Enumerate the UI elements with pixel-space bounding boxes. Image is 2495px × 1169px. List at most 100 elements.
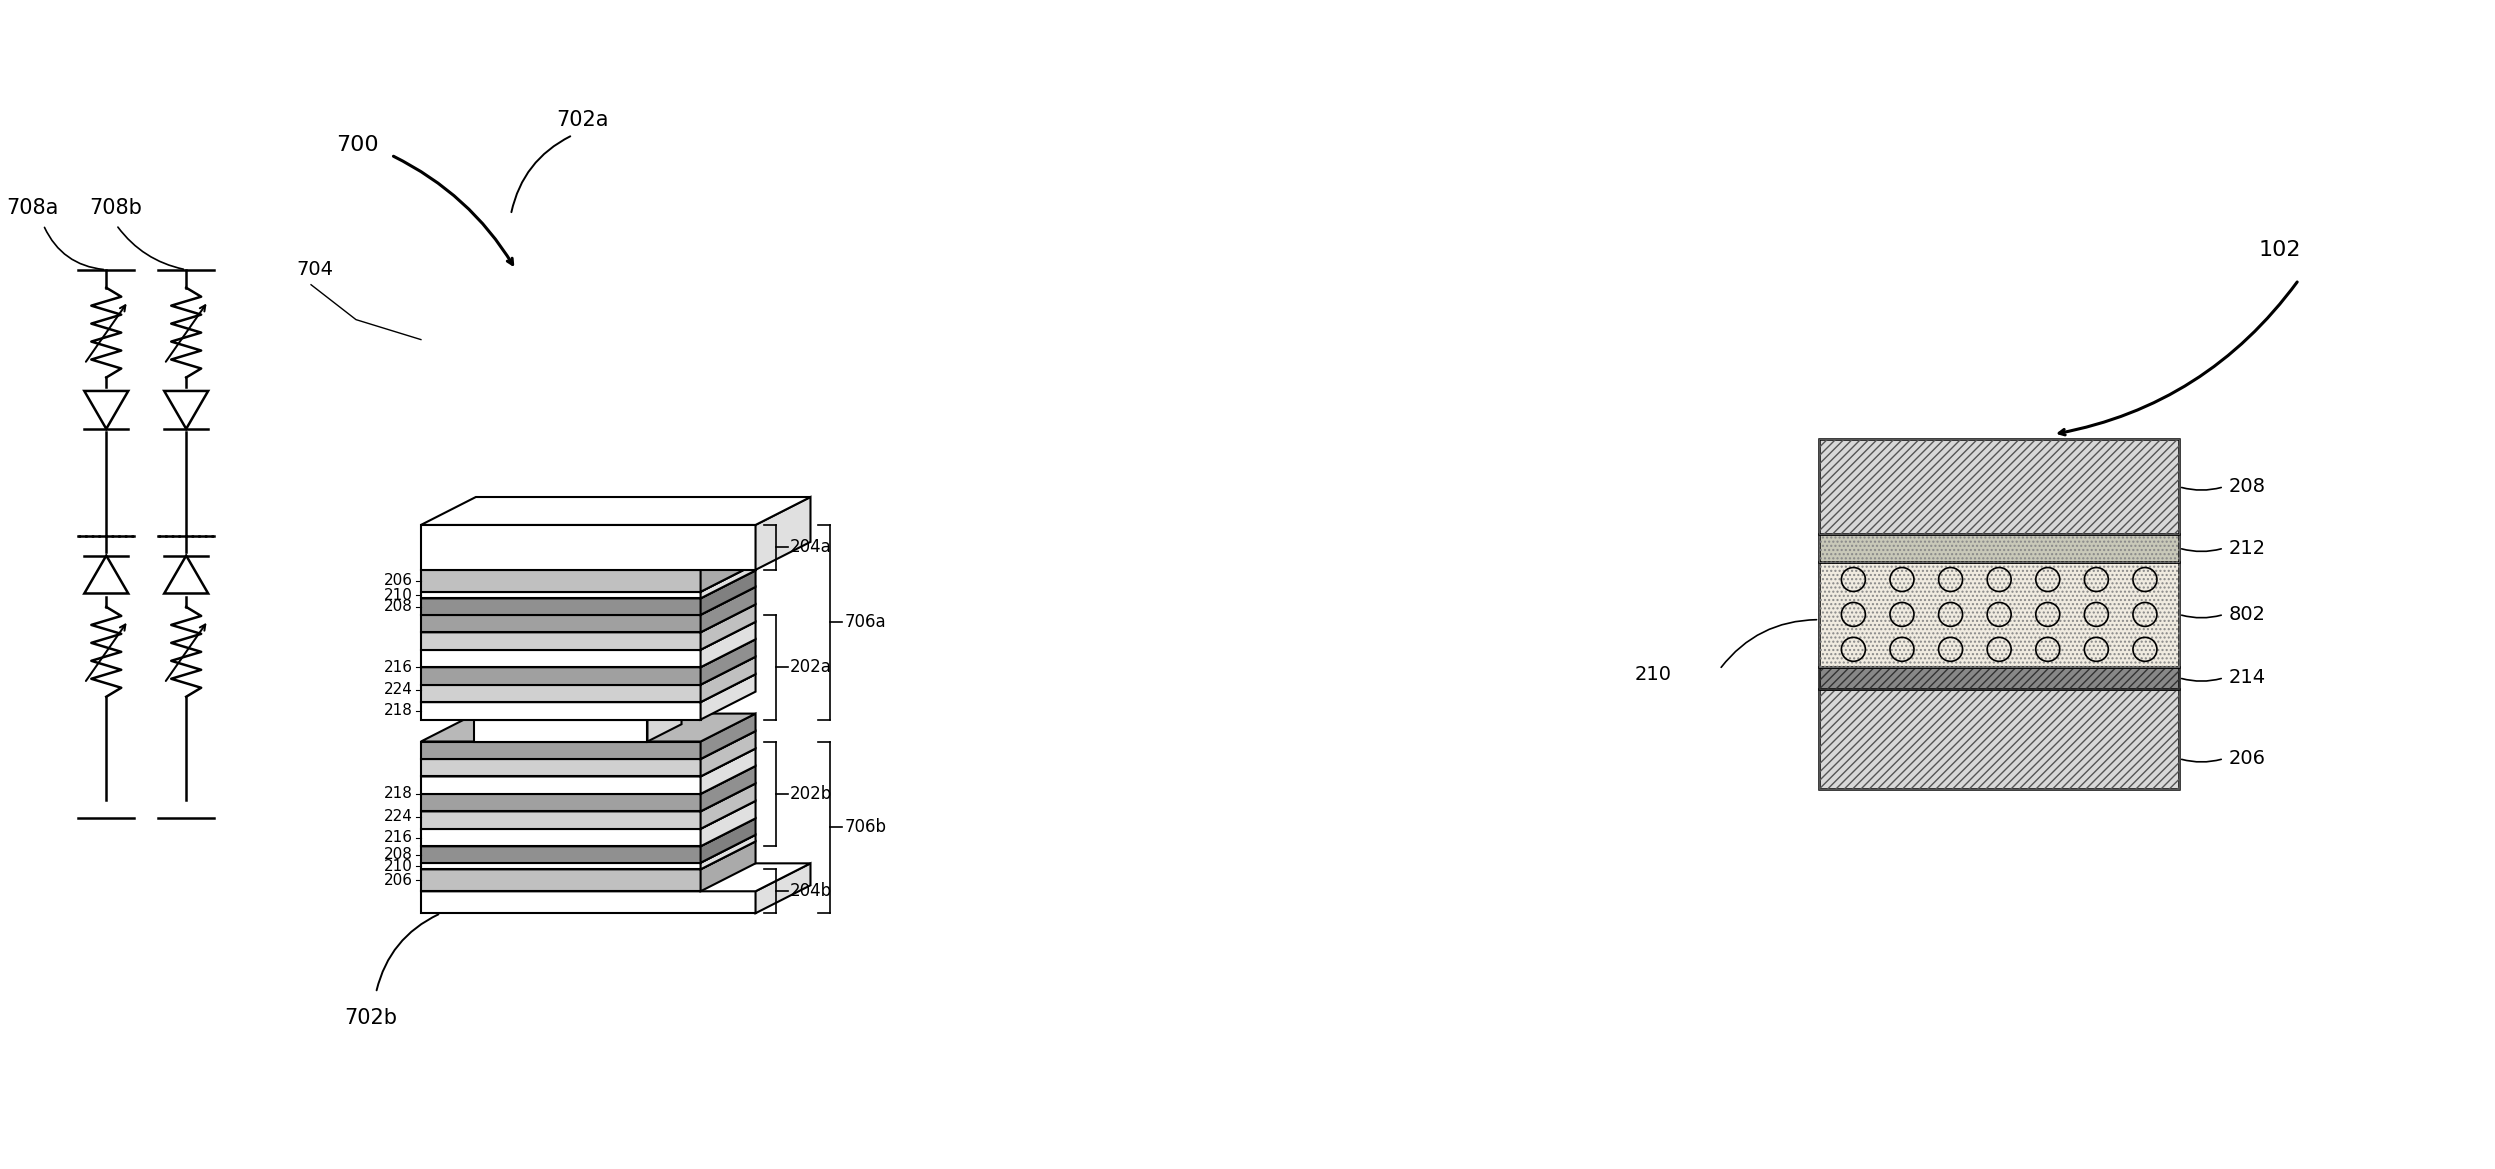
Text: 208: 208	[2228, 477, 2265, 496]
Bar	[422, 891, 756, 913]
Polygon shape	[701, 622, 756, 667]
Bar	[422, 759, 701, 776]
Text: 210: 210	[384, 588, 414, 602]
Polygon shape	[756, 864, 811, 913]
Bar	[1819, 689, 2178, 789]
Bar	[422, 685, 701, 703]
Text: 202b: 202b	[788, 784, 831, 803]
Polygon shape	[422, 587, 756, 615]
Polygon shape	[422, 835, 756, 863]
Bar	[422, 846, 701, 863]
Bar	[422, 569, 701, 592]
Polygon shape	[701, 713, 756, 759]
Text: 102: 102	[2258, 240, 2300, 260]
Bar	[1819, 562, 2178, 666]
Text: 704: 704	[297, 261, 332, 279]
Text: 204b: 204b	[788, 883, 831, 900]
Text: 206: 206	[384, 573, 414, 588]
Text: 210: 210	[384, 858, 414, 873]
Polygon shape	[701, 731, 756, 776]
Polygon shape	[701, 542, 756, 592]
Text: 708a: 708a	[7, 198, 60, 217]
Bar	[422, 863, 701, 870]
Bar	[1819, 666, 2178, 689]
Text: 216: 216	[384, 830, 414, 845]
Polygon shape	[756, 497, 811, 569]
Bar	[422, 811, 701, 829]
Polygon shape	[701, 835, 756, 870]
Bar	[422, 525, 756, 569]
Polygon shape	[422, 748, 756, 776]
Polygon shape	[701, 748, 756, 794]
Bar	[422, 741, 701, 759]
Bar	[422, 703, 701, 720]
Bar	[1819, 534, 2178, 562]
Polygon shape	[701, 801, 756, 846]
Text: 202a: 202a	[788, 658, 831, 676]
Text: 204a: 204a	[788, 539, 831, 556]
Bar	[422, 615, 701, 632]
Polygon shape	[422, 657, 756, 685]
Polygon shape	[701, 842, 756, 891]
Bar	[1819, 666, 2178, 689]
Polygon shape	[701, 639, 756, 685]
Text: 216: 216	[384, 659, 414, 675]
Polygon shape	[422, 542, 756, 569]
Polygon shape	[422, 766, 756, 794]
Text: 702b: 702b	[344, 1008, 397, 1028]
Bar	[474, 720, 649, 741]
Polygon shape	[422, 801, 756, 829]
Polygon shape	[422, 864, 811, 891]
Polygon shape	[701, 570, 756, 615]
Bar	[422, 650, 701, 667]
Polygon shape	[474, 703, 681, 720]
Text: 208: 208	[384, 599, 414, 614]
Bar	[1819, 562, 2178, 666]
Polygon shape	[422, 570, 756, 599]
Bar	[1819, 689, 2178, 789]
Text: 700: 700	[337, 136, 379, 155]
Bar	[422, 776, 701, 794]
Text: 208: 208	[384, 848, 414, 862]
Text: 802: 802	[2228, 604, 2265, 624]
Text: 708b: 708b	[90, 198, 142, 217]
Text: 702a: 702a	[556, 110, 609, 130]
Polygon shape	[422, 713, 756, 741]
Polygon shape	[422, 639, 756, 667]
Polygon shape	[422, 675, 756, 703]
Bar	[1819, 440, 2178, 534]
Polygon shape	[422, 604, 756, 632]
Polygon shape	[701, 563, 756, 599]
Polygon shape	[701, 783, 756, 829]
Bar	[1819, 440, 2178, 534]
Polygon shape	[649, 703, 681, 741]
Text: 218: 218	[384, 704, 414, 718]
Polygon shape	[422, 783, 756, 811]
Polygon shape	[701, 657, 756, 703]
Bar	[422, 632, 701, 650]
Bar	[422, 829, 701, 846]
Bar	[422, 667, 701, 685]
Text: 224: 224	[384, 809, 414, 824]
Text: 706b: 706b	[843, 818, 886, 836]
Text: 210: 210	[1634, 665, 1672, 684]
Polygon shape	[422, 622, 756, 650]
Bar	[422, 870, 701, 891]
Text: 706a: 706a	[843, 614, 886, 631]
Text: 212: 212	[2228, 539, 2265, 558]
Polygon shape	[422, 563, 756, 592]
Polygon shape	[422, 497, 811, 525]
Bar	[422, 592, 701, 599]
Text: 206: 206	[2228, 749, 2265, 768]
Polygon shape	[422, 818, 756, 846]
Bar	[1819, 534, 2178, 562]
Polygon shape	[422, 731, 756, 759]
Polygon shape	[701, 766, 756, 811]
Text: 224: 224	[384, 683, 414, 698]
Text: 214: 214	[2228, 669, 2265, 687]
Polygon shape	[701, 604, 756, 650]
Bar	[422, 599, 701, 615]
Polygon shape	[701, 818, 756, 863]
Polygon shape	[701, 587, 756, 632]
Text: 218: 218	[384, 787, 414, 802]
